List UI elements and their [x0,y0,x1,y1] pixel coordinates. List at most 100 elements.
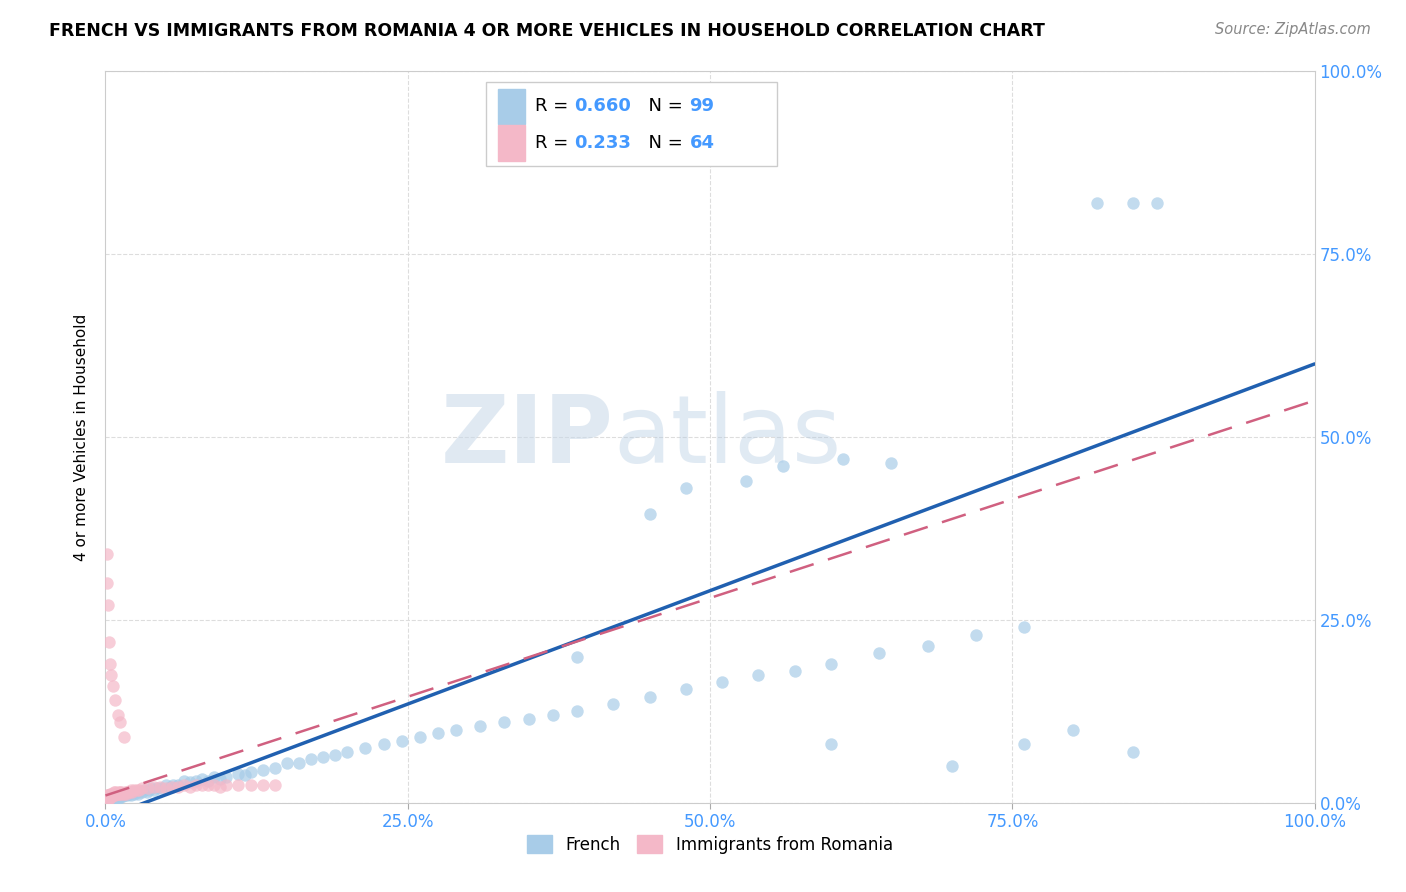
Point [121,785,143,799]
Point [1014,620,1036,634]
Point [173,773,195,788]
Point [517,712,540,726]
Point [98,635,121,649]
Point [1122,196,1144,211]
Point [197,773,219,788]
Point [100,667,122,681]
Point [107,789,129,803]
Point [735,474,758,488]
Point [638,690,661,704]
Point [239,765,262,780]
Point [675,481,697,495]
Point [142,782,165,797]
Point [101,792,124,806]
Point [299,752,322,766]
Point [118,787,141,801]
Point [120,782,142,797]
Point [135,785,157,799]
Point [115,789,138,803]
Text: ZIP: ZIP [440,391,613,483]
Y-axis label: 4 or more Vehicles in Household: 4 or more Vehicles in Household [75,313,90,561]
Point [103,785,125,799]
Point [115,787,138,801]
Point [391,733,413,747]
Point [124,787,146,801]
Point [100,787,122,801]
Point [276,756,298,770]
Point [104,693,127,707]
Point [179,775,201,789]
Point [155,781,177,796]
Point [1085,196,1108,211]
Point [134,782,156,797]
Point [107,787,129,801]
Point [1146,196,1168,211]
Point [373,737,395,751]
Point [103,789,125,804]
Point [117,785,139,799]
Point [638,507,661,521]
Point [1014,737,1036,751]
Point [98,792,121,806]
Point [111,789,134,803]
Point [98,792,121,806]
Point [96,792,118,806]
Point [427,726,450,740]
Point [252,763,274,777]
Point [868,646,890,660]
Point [941,759,963,773]
Point [104,792,127,806]
Point [711,675,734,690]
Point [98,789,121,803]
Point [832,452,855,467]
Point [97,792,120,806]
Point [263,778,285,792]
Point [820,657,842,671]
Point [118,785,141,799]
Point [131,785,153,799]
Point [159,780,181,794]
Point [138,782,160,797]
Point [1062,723,1084,737]
Point [409,730,432,744]
Point [128,785,150,799]
Point [97,792,120,806]
Point [100,789,122,804]
Point [167,780,190,794]
Point [125,782,148,797]
Point [470,719,492,733]
Point [98,789,121,804]
Point [108,789,131,803]
Text: R =: R = [534,97,574,115]
Point [96,576,118,591]
Point [965,627,987,641]
Point [202,770,225,784]
Point [142,780,165,794]
Point [104,789,127,803]
Point [209,772,232,787]
Point [228,778,250,792]
Point [880,456,903,470]
Point [112,789,135,803]
Point [98,787,121,801]
Point [150,781,173,796]
Point [105,789,128,804]
Point [112,730,135,744]
Point [162,778,184,792]
Point [288,756,311,770]
Point [917,639,939,653]
Point [108,785,131,799]
Bar [499,89,524,124]
Point [104,789,127,803]
Point [110,785,132,799]
Point [202,778,225,792]
Point [820,737,842,751]
Point [186,773,208,788]
Bar [486,82,776,167]
Text: 0.233: 0.233 [575,134,631,152]
Point [565,649,588,664]
Point [155,778,177,792]
Text: N =: N = [637,134,689,152]
Point [96,789,118,803]
Point [97,599,120,613]
